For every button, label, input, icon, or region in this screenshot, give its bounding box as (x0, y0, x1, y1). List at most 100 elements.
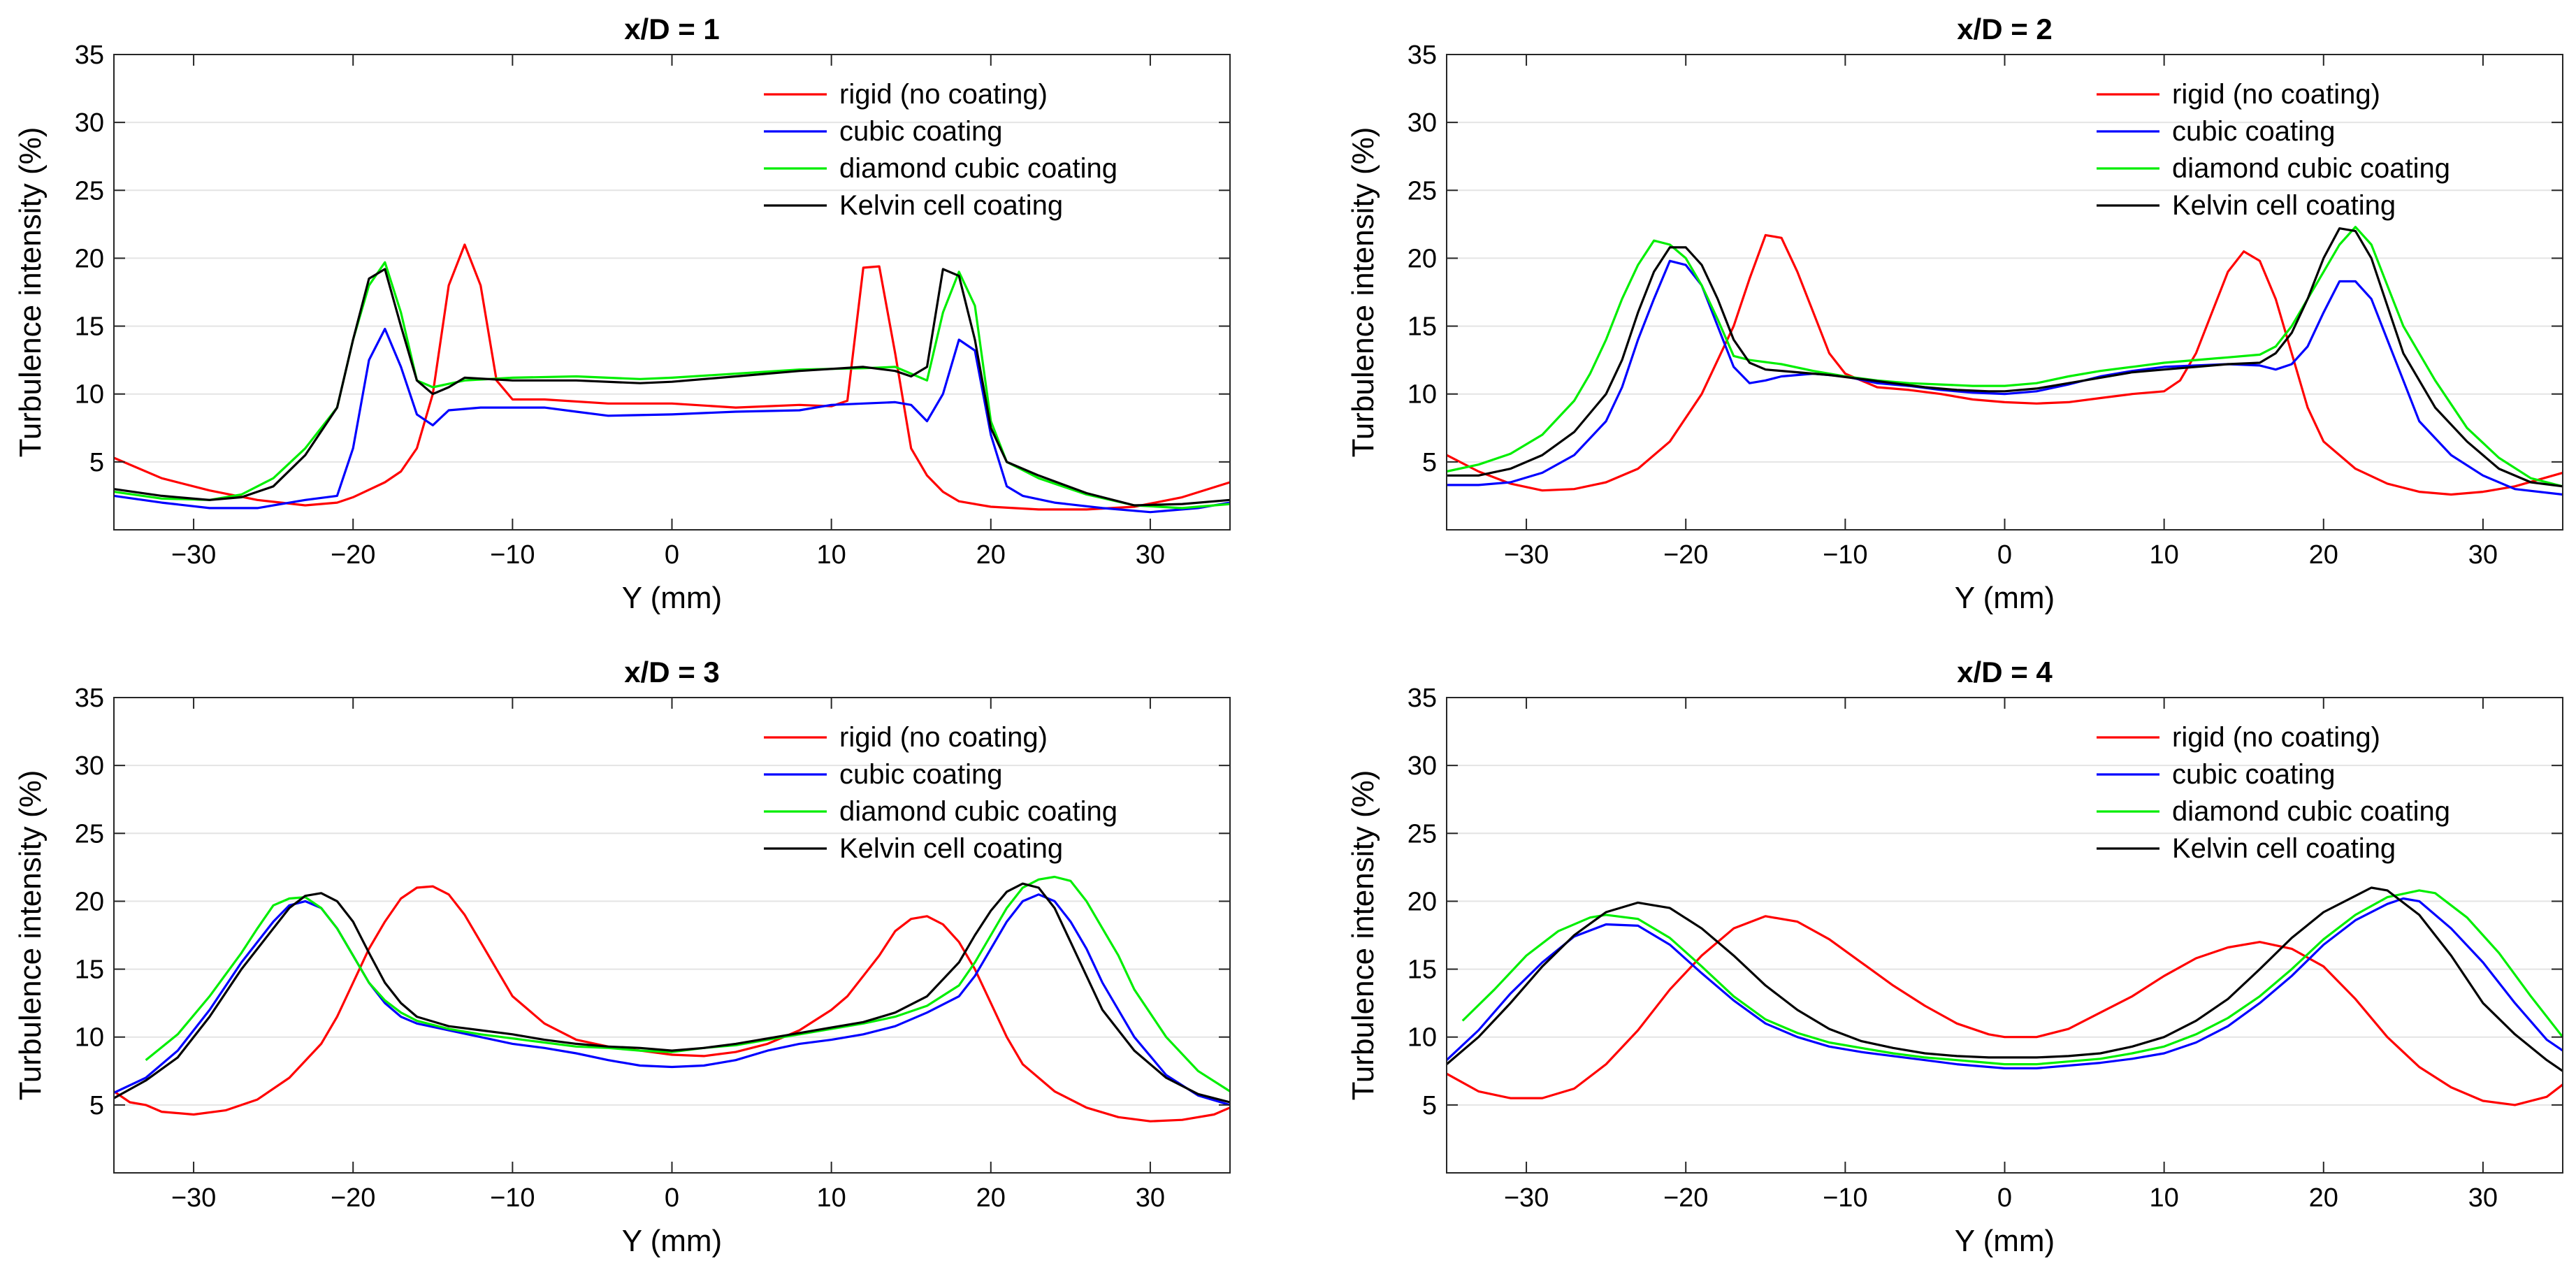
legend-label-2: cubic coating (2172, 759, 2335, 790)
y-tick-label: 35 (75, 41, 104, 70)
x-tick-label: 0 (1997, 540, 2012, 570)
legend-label-3: diamond cubic coating (2172, 796, 2450, 827)
legend-label-4: Kelvin cell coating (2172, 190, 2396, 221)
y-tick-label: 15 (75, 312, 104, 342)
chart-panel-3: −30 −20 −10 0 10 20 30 5 10 15 20 25 30 35 x/D = 3 Y (m… (13, 656, 1231, 1258)
x-tick-label: 20 (2309, 1183, 2338, 1213)
x-tick-label: 30 (1136, 540, 1165, 570)
x-tick-label: −10 (1823, 1183, 1867, 1213)
y-tick-label: 10 (1408, 380, 1437, 410)
legend-label-4: Kelvin cell coating (839, 833, 1063, 864)
series-line-3 (113, 261, 1231, 510)
series-line-3 (1461, 889, 2564, 1066)
y-tick-label: 25 (75, 819, 104, 849)
legend-label-1: rigid (no coating) (839, 79, 1048, 110)
y-tick-label: 30 (1408, 108, 1437, 138)
y-tick-label: 10 (1408, 1023, 1437, 1053)
x-tick-label: −30 (1504, 540, 1549, 570)
y-tick-label: 20 (75, 887, 104, 916)
y-tick-label: 15 (1408, 312, 1437, 342)
x-tick-label: 30 (2468, 1183, 2498, 1213)
y-tick-label: 25 (75, 176, 104, 205)
plot-area (114, 55, 1230, 530)
y-tick-label: 35 (75, 684, 104, 713)
legend-label-1: rigid (no coating) (839, 722, 1048, 753)
legend-label-3: diamond cubic coating (839, 796, 1117, 827)
y-axis-label: Turbulence intensity (%) (13, 770, 48, 1101)
legend: rigid (no coating) cubic coating diamond c… (2097, 79, 2450, 221)
series-line-2 (1447, 259, 2563, 496)
x-tick-label: 30 (2468, 540, 2498, 570)
series-line-1 (1446, 915, 2563, 1106)
legend: rigid (no coating) cubic coating diamond c… (764, 79, 1117, 221)
y-tick-label: 20 (1408, 244, 1437, 273)
chart-title: x/D = 3 (624, 656, 720, 688)
legend-label-1: rigid (no coating) (2172, 79, 2380, 110)
x-tick-label: −20 (331, 1183, 375, 1213)
y-axis-label: Turbulence intensity (%) (13, 127, 48, 458)
series-line-3 (1446, 226, 2563, 488)
legend: rigid (no coating) cubic coating diamond c… (2097, 722, 2450, 864)
x-tick-label: −30 (171, 1183, 216, 1213)
y-tick-label: 30 (75, 108, 104, 138)
x-axis-label: Y (mm) (1955, 581, 2055, 615)
y-tick-label: 25 (1408, 819, 1437, 849)
legend-label-3: diamond cubic coating (2172, 153, 2450, 184)
legend-label-2: cubic coating (2172, 116, 2335, 147)
series-line-4 (1447, 227, 2563, 488)
x-axis-label: Y (mm) (622, 581, 722, 615)
series-line-1 (113, 885, 1231, 1123)
x-tick-label: 30 (1136, 1183, 1165, 1213)
y-tick-label: 5 (1422, 448, 1437, 477)
chart-panel-2: −30 −20 −10 0 10 20 30 5 10 15 20 25 30 35 x/D = 2 Y (m… (1346, 13, 2563, 615)
plot-area (1447, 698, 2563, 1173)
chart-panel-4: −30 −20 −10 0 10 20 30 5 10 15 20 25 30 35 x/D = 4 Y (m… (1346, 656, 2564, 1258)
x-tick-label: −10 (490, 540, 535, 570)
series-line-4 (113, 882, 1231, 1104)
x-tick-label: 0 (665, 540, 679, 570)
chart-title: x/D = 4 (1957, 656, 2053, 688)
chart-panel-1: −30 −20 −10 0 10 20 30 5 10 15 20 25 30 35 x/D = 1 Y (m… (13, 13, 1231, 615)
series-line-1 (1446, 233, 2563, 496)
x-tick-label: 0 (665, 1183, 679, 1213)
series-line-4 (1445, 886, 2563, 1072)
y-tick-label: 25 (1408, 176, 1437, 205)
x-tick-label: 10 (2150, 1183, 2179, 1213)
x-tick-label: 10 (817, 540, 846, 570)
x-tick-label: 20 (976, 540, 1006, 570)
plot-area (114, 698, 1230, 1173)
series-line-4 (113, 268, 1231, 507)
y-tick-label: 10 (75, 380, 104, 410)
x-tick-label: −30 (171, 540, 216, 570)
y-tick-label: 5 (89, 1091, 104, 1120)
y-tick-label: 35 (1408, 41, 1437, 70)
y-tick-label: 20 (75, 244, 104, 273)
series-line-2 (113, 893, 1231, 1106)
x-tick-label: 10 (817, 1183, 846, 1213)
y-tick-label: 30 (75, 751, 104, 781)
x-axis-label: Y (mm) (1955, 1224, 2055, 1258)
y-axis-label: Turbulence intensity (%) (1346, 127, 1380, 458)
legend-label-2: cubic coating (839, 116, 1002, 147)
x-tick-label: −20 (1663, 540, 1708, 570)
x-tick-label: 10 (2150, 540, 2179, 570)
series-line-2 (113, 327, 1231, 514)
x-tick-label: 20 (2309, 540, 2338, 570)
x-tick-label: −10 (1823, 540, 1867, 570)
x-tick-label: −10 (490, 1183, 535, 1213)
y-tick-label: 10 (75, 1023, 104, 1053)
x-tick-label: 0 (1997, 1183, 2012, 1213)
legend-label-2: cubic coating (839, 759, 1002, 790)
x-tick-label: 20 (976, 1183, 1006, 1213)
y-tick-label: 5 (89, 448, 104, 477)
legend-label-4: Kelvin cell coating (2172, 833, 2396, 864)
legend-label-1: rigid (no coating) (2172, 722, 2380, 753)
legend: rigid (no coating) cubic coating diamond c… (764, 722, 1117, 864)
y-tick-label: 15 (1408, 955, 1437, 985)
plot-area (1447, 55, 2563, 530)
y-tick-label: 30 (1408, 751, 1437, 781)
y-tick-label: 20 (1408, 887, 1437, 916)
legend-label-3: diamond cubic coating (839, 153, 1117, 184)
x-tick-label: −30 (1504, 1183, 1549, 1213)
y-tick-label: 15 (75, 955, 104, 985)
